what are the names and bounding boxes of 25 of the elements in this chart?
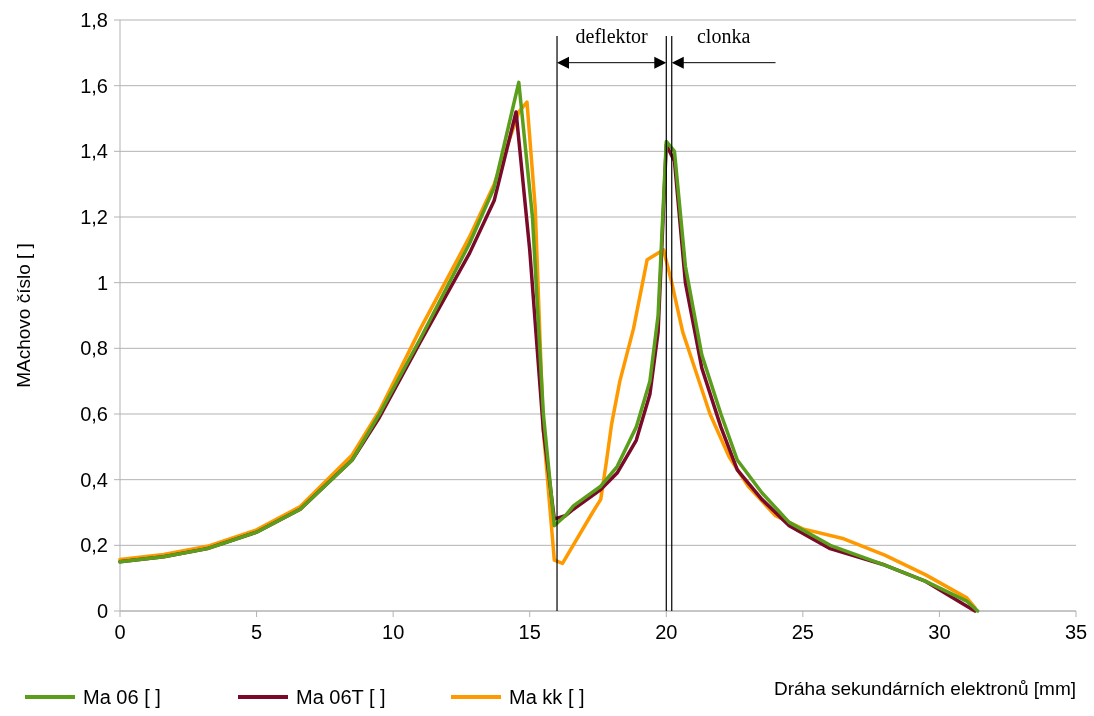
y-tick-label: 1 — [96, 271, 108, 294]
y-tick-label: 1,4 — [80, 140, 108, 163]
y-tick-label: 1,8 — [80, 9, 108, 31]
legend-label: Ma 06T [ ] — [296, 686, 386, 708]
x-tick-label: 10 — [382, 621, 405, 643]
legend-label: Ma kk [ ] — [509, 686, 585, 708]
y-tick-label: 0,8 — [80, 337, 108, 360]
y-tick-label: 0,4 — [80, 468, 108, 491]
x-tick-label: 30 — [928, 621, 951, 643]
legend-label: Ma 06 [ ] — [83, 686, 161, 708]
x-tick-label: 25 — [791, 621, 814, 643]
y-tick-label: 0,2 — [80, 534, 108, 557]
y-axis-title: MAchovo číslo [ ] — [13, 243, 34, 388]
x-tick-label: 15 — [518, 621, 541, 643]
y-tick-label: 0,6 — [80, 403, 108, 425]
annotation: deflektor — [575, 24, 649, 47]
y-tick-label: 1,2 — [80, 206, 108, 228]
x-tick-label: 20 — [655, 621, 678, 643]
x-axis-title: Dráha sekundárních elektronů [mm] — [773, 678, 1076, 699]
y-tick-label: 0 — [96, 600, 108, 622]
x-tick-label: 0 — [114, 621, 126, 643]
y-tick-label: 1,6 — [80, 74, 108, 97]
annotation: clonka — [696, 24, 751, 47]
x-tick-label: 35 — [1064, 621, 1088, 643]
x-tick-label: 5 — [251, 621, 263, 643]
